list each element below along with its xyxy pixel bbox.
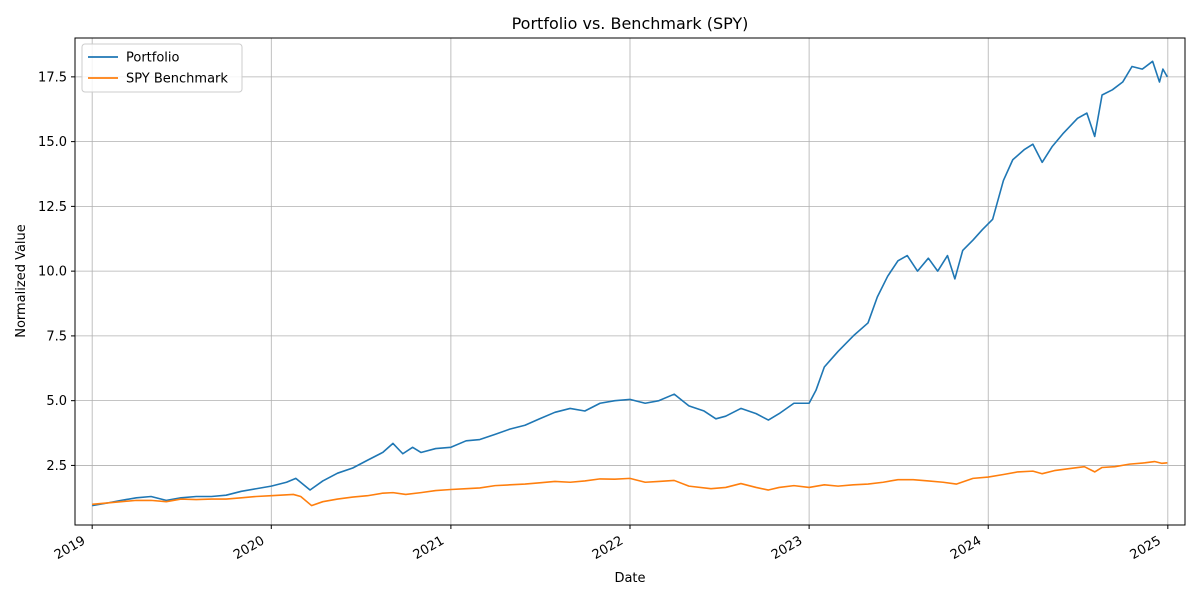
- y-axis-label: Normalized Value: [14, 224, 29, 338]
- y-tick-label: 7.5: [46, 329, 67, 344]
- legend-label: SPY Benchmark: [126, 72, 228, 87]
- series-line-portfolio: [92, 60, 1169, 507]
- y-axis: 2.5 5.0 7.5 10.0 12.5 15.0 17.5: [38, 70, 75, 474]
- chart-title: Portfolio vs. Benchmark (SPY): [512, 14, 749, 33]
- x-axis-label: Date: [614, 571, 645, 586]
- y-tick-label: 15.0: [38, 135, 67, 150]
- y-tick-label: 12.5: [38, 200, 67, 215]
- y-tick-label: 5.0: [46, 394, 67, 409]
- y-tick-label: 2.5: [46, 459, 67, 474]
- y-tick-label: 10.0: [38, 265, 67, 280]
- legend-label: Portfolio: [126, 51, 180, 66]
- legend: Portfolio SPY Benchmark: [81, 43, 243, 93]
- legend-box: [81, 43, 243, 93]
- series-layer: [92, 60, 1169, 507]
- series-line-spy-benchmark: [92, 460, 1168, 507]
- y-tick-label: 17.5: [38, 70, 67, 85]
- grid: [75, 38, 1185, 525]
